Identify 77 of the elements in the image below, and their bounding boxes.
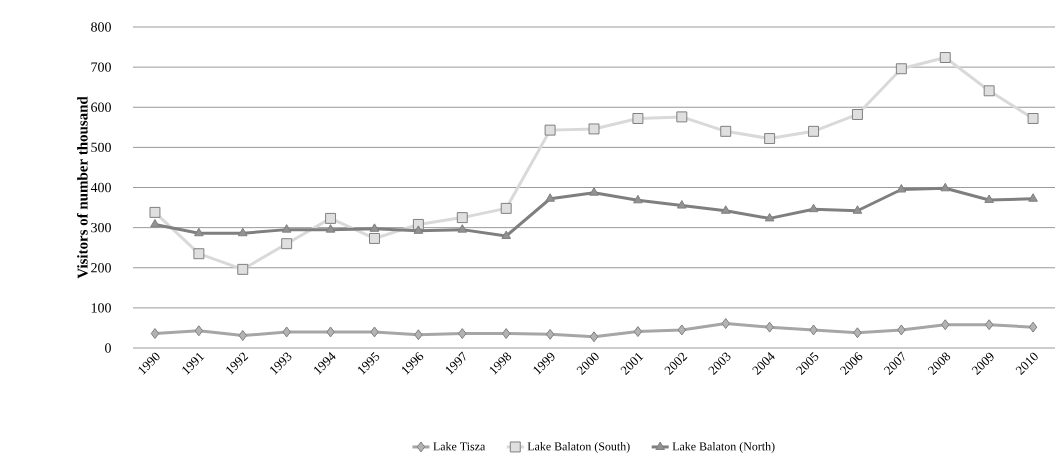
legend-label: Lake Tisza xyxy=(433,442,486,451)
point xyxy=(720,205,731,214)
point xyxy=(589,187,599,196)
point xyxy=(545,193,555,202)
point xyxy=(545,328,555,340)
y-tick-label: 200 xyxy=(91,263,111,273)
point xyxy=(458,328,467,340)
y-tick-label: 400 xyxy=(90,182,111,193)
point xyxy=(984,319,994,331)
point xyxy=(589,331,599,343)
point xyxy=(456,212,468,224)
point xyxy=(457,224,468,233)
point xyxy=(282,326,291,338)
point xyxy=(984,194,994,203)
point xyxy=(149,206,161,218)
point xyxy=(764,212,775,222)
point xyxy=(721,318,730,329)
point xyxy=(150,218,160,228)
point xyxy=(896,184,907,193)
point xyxy=(897,324,906,336)
point xyxy=(720,125,732,137)
y-tick-label: 600 xyxy=(91,102,111,112)
point xyxy=(281,238,293,250)
point xyxy=(851,109,863,120)
point xyxy=(501,328,511,340)
point xyxy=(370,326,379,338)
point xyxy=(500,202,512,214)
point xyxy=(194,325,204,337)
point xyxy=(544,124,556,136)
point xyxy=(895,63,907,75)
point xyxy=(413,225,424,234)
point xyxy=(676,111,688,123)
point xyxy=(194,227,204,237)
point xyxy=(940,182,951,192)
point xyxy=(150,328,160,340)
y-tick-label: 300 xyxy=(91,222,111,233)
point xyxy=(501,230,512,240)
point xyxy=(808,125,820,137)
y-axis-title: Visitors of number thousand xyxy=(76,96,88,279)
point xyxy=(1028,193,1038,202)
y-tick-label: 0 xyxy=(105,343,111,353)
point xyxy=(853,327,862,339)
point xyxy=(764,133,776,145)
point xyxy=(369,223,380,232)
point xyxy=(193,248,205,260)
point xyxy=(238,330,247,342)
point xyxy=(237,263,249,275)
point xyxy=(1028,321,1038,333)
point xyxy=(632,113,644,124)
y-tick-label: 100 xyxy=(91,303,111,313)
point xyxy=(765,321,774,333)
point xyxy=(852,205,863,214)
x-tick-label: 2001 xyxy=(620,352,644,376)
y-tick-label: 500 xyxy=(91,142,111,153)
point xyxy=(677,200,687,209)
point xyxy=(633,194,643,204)
point xyxy=(369,232,380,244)
point xyxy=(983,85,995,97)
legend-label: Lake Balaton (North) xyxy=(672,442,775,453)
point xyxy=(326,326,335,338)
point xyxy=(281,224,292,233)
legend-label: Lake Balaton (South) xyxy=(527,442,630,453)
point xyxy=(809,324,818,336)
y-tick-label: 700 xyxy=(91,62,111,72)
point xyxy=(941,319,950,331)
x-tick-label: 1991 xyxy=(182,352,205,375)
point xyxy=(414,329,423,341)
point xyxy=(1027,113,1039,124)
point xyxy=(939,52,951,63)
point xyxy=(325,224,336,233)
point xyxy=(325,212,337,224)
point xyxy=(808,203,819,213)
point xyxy=(588,123,600,135)
point xyxy=(237,227,248,237)
point xyxy=(677,324,687,336)
y-tick-label: 800 xyxy=(91,22,111,32)
point xyxy=(633,326,643,338)
